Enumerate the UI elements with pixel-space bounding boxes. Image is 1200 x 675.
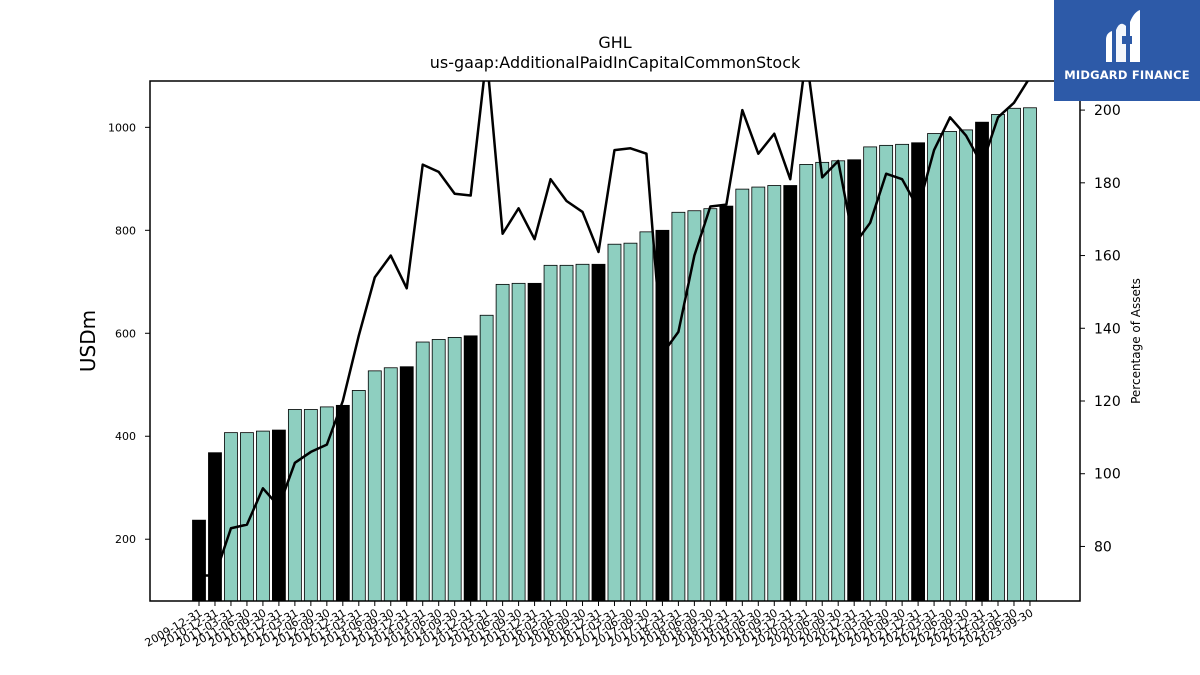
bar bbox=[463, 335, 478, 602]
bar bbox=[623, 242, 638, 602]
bar bbox=[831, 160, 846, 602]
bar bbox=[719, 205, 734, 602]
bar bbox=[495, 283, 510, 602]
bar bbox=[559, 264, 574, 602]
bar bbox=[991, 114, 1005, 602]
bar bbox=[511, 282, 526, 602]
midgard-mark-icon bbox=[1106, 10, 1140, 62]
bar bbox=[383, 367, 398, 602]
bar bbox=[927, 133, 941, 602]
bar bbox=[943, 131, 957, 602]
bar bbox=[224, 432, 238, 602]
bar-series bbox=[192, 107, 1037, 602]
y-tick-label: 800 bbox=[115, 224, 136, 237]
plot-frame bbox=[149, 80, 1081, 602]
bar bbox=[256, 430, 270, 602]
bar bbox=[319, 406, 334, 602]
bar bbox=[959, 129, 973, 602]
bar bbox=[527, 282, 542, 602]
y2-tick-label: 120 bbox=[1094, 394, 1121, 410]
y-tick-label: 1000 bbox=[108, 121, 136, 134]
y2-tick-label: 140 bbox=[1094, 321, 1121, 337]
y2-tick-label: 100 bbox=[1094, 467, 1121, 483]
bar bbox=[575, 263, 590, 602]
y-tick-label: 200 bbox=[115, 533, 136, 546]
chart-subtitle: us-gaap:AdditionalPaidInCapitalCommonSto… bbox=[430, 53, 801, 72]
line-series bbox=[199, 81, 1030, 577]
bar bbox=[543, 264, 558, 602]
bar bbox=[671, 211, 686, 602]
x-axis: 2009-12-312010-12-312011-03-312011-06-30… bbox=[143, 601, 1035, 650]
bar bbox=[751, 186, 766, 602]
y-axis-label: USDm bbox=[76, 310, 100, 372]
y2-axis-label: Percentage of Assets bbox=[1129, 278, 1143, 404]
y2-tick-label: 160 bbox=[1094, 249, 1121, 265]
bar bbox=[1007, 107, 1021, 602]
bar bbox=[287, 409, 302, 602]
bar bbox=[703, 208, 718, 602]
bar bbox=[975, 121, 989, 602]
bar bbox=[415, 341, 430, 602]
bar bbox=[863, 146, 878, 602]
brand-logo: MIDGARD FINANCE bbox=[1054, 0, 1200, 101]
bar bbox=[208, 452, 222, 602]
bar bbox=[735, 188, 750, 602]
bar bbox=[591, 263, 606, 602]
y2-tick-label: 180 bbox=[1094, 176, 1121, 192]
bar bbox=[879, 144, 894, 602]
bar bbox=[399, 366, 414, 602]
y-axis-right: 80 100 120 140 160 180 200 bbox=[1080, 103, 1121, 555]
bar bbox=[783, 185, 798, 602]
bar bbox=[607, 243, 622, 602]
bar bbox=[767, 185, 782, 602]
bar bbox=[799, 164, 814, 602]
bar bbox=[431, 339, 446, 602]
y2-tick-label: 80 bbox=[1094, 539, 1112, 555]
bar bbox=[335, 404, 350, 602]
bar bbox=[367, 370, 382, 602]
bar bbox=[192, 519, 206, 602]
bar bbox=[911, 142, 925, 602]
y2-tick-label: 200 bbox=[1094, 103, 1121, 119]
brand-name: MIDGARD FINANCE bbox=[1064, 68, 1190, 82]
bar bbox=[687, 210, 702, 602]
bar bbox=[303, 409, 318, 602]
bar bbox=[895, 143, 910, 602]
bar bbox=[1023, 107, 1037, 602]
y-tick-label: 600 bbox=[115, 327, 136, 340]
chart-title: GHL bbox=[598, 33, 631, 52]
line-path bbox=[199, 81, 1030, 577]
bar bbox=[815, 161, 830, 602]
bar bbox=[271, 429, 286, 602]
y-axis-left: 200 400 600 800 1000 bbox=[108, 121, 150, 546]
bar bbox=[351, 390, 366, 602]
bar bbox=[447, 336, 462, 602]
bar bbox=[479, 314, 494, 602]
bar bbox=[639, 231, 654, 602]
y-tick-label: 400 bbox=[115, 430, 136, 443]
